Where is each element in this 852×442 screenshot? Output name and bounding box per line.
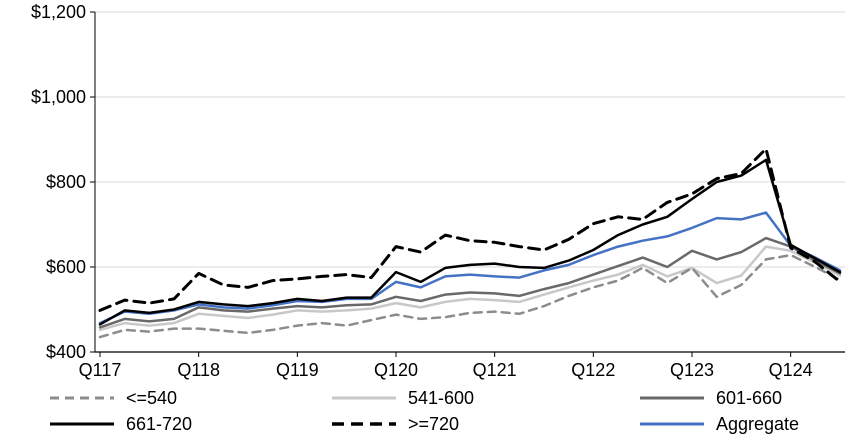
legend-item-601-660: 601-660 [638, 386, 782, 410]
series-line-720 [98, 147, 842, 312]
x-axis-label-q118: Q118 [177, 360, 220, 380]
legend-label: 601-660 [716, 387, 783, 408]
series-line-540 [98, 253, 842, 339]
x-axis-label-q123: Q123 [670, 360, 714, 380]
legend-line-sample-icon [640, 422, 704, 426]
legend-line-sample-icon [640, 396, 704, 400]
x-axis-label-q122: Q122 [571, 360, 615, 380]
legend-item-le540: <=540 [48, 386, 177, 410]
y-axis-label-400: $400 [46, 342, 86, 362]
legend-item-ge720: >=720 [330, 412, 459, 436]
x-axis-label-q124: Q124 [769, 360, 813, 380]
legend-label: >=720 [408, 413, 460, 434]
legend-line-sample-icon [332, 422, 396, 426]
series-line-601660 [98, 236, 842, 329]
series-line-aggregate [98, 211, 842, 325]
legend-label: <=540 [126, 387, 178, 408]
y-axis-label-1000: $1,000 [31, 87, 86, 107]
y-axis-label-600: $600 [46, 257, 86, 277]
legend-line-sample-icon [50, 422, 114, 426]
credit-score-line-chart: $400 $600 $800 $1,000 $1,200 Q117 Q118 Q119 Q120… [31, 2, 845, 434]
legend-label: 541-600 [408, 387, 475, 408]
y-axis-label-800: $800 [46, 172, 86, 192]
legend-line-sample-icon [50, 396, 114, 400]
legend-item-541-600: 541-600 [330, 386, 474, 410]
legend-label: 661-720 [126, 413, 193, 434]
x-axis-label-q120: Q120 [374, 360, 418, 380]
line-chart-plot-area: $400 $600 $800 $1,000 $1,200 Q117 Q118 Q119 Q120… [31, 2, 845, 380]
series-line-541600 [98, 245, 842, 332]
x-axis-label-q119: Q119 [276, 360, 319, 380]
legend-item-661-720: 661-720 [48, 412, 192, 436]
chart-legend: <=540 541-600 601-660 661-720 >=720 Aggr… [0, 384, 852, 442]
y-axis-label-1200: $1,200 [31, 2, 86, 22]
x-axis-label-q121: Q121 [473, 360, 517, 380]
series-line-661720 [98, 158, 842, 326]
legend-line-sample-icon [332, 396, 396, 400]
legend-label: Aggregate [716, 413, 800, 434]
x-axis-label-q117: Q117 [79, 360, 122, 380]
legend-item-aggregate: Aggregate [638, 412, 799, 436]
